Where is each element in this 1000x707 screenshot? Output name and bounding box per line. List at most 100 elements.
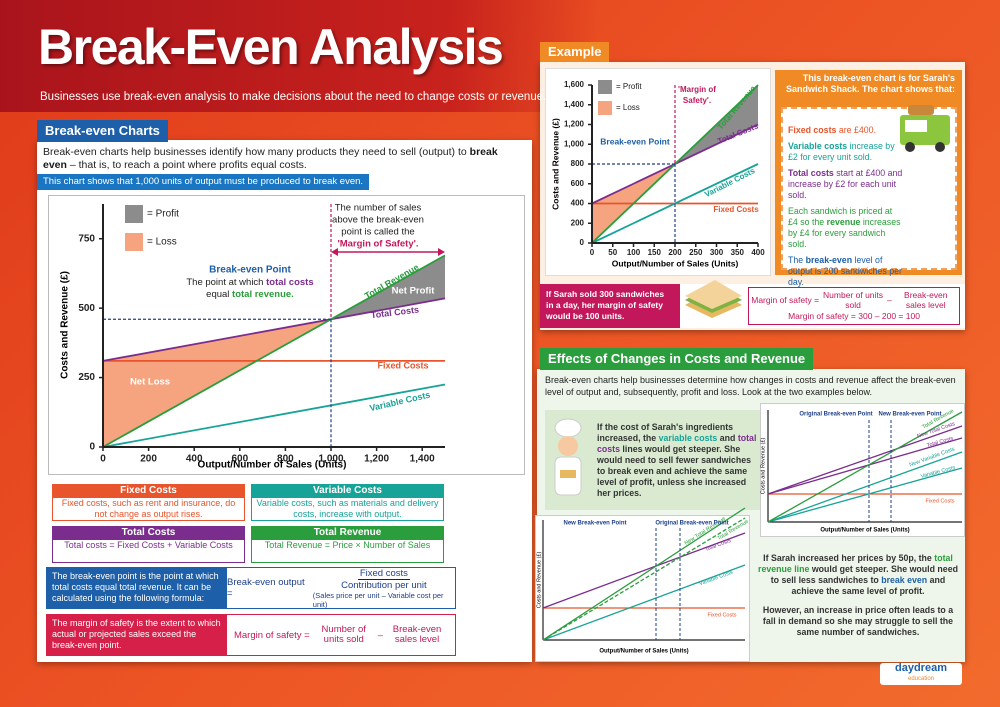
emphasis: Variable costs	[788, 141, 848, 151]
series-line	[102, 254, 446, 448]
emphasis: total revenue.	[232, 289, 294, 300]
y-tick-label: 1,400	[564, 100, 585, 109]
legend-swatch	[125, 205, 143, 223]
line	[542, 517, 746, 641]
formula: Margin of safety = Number of units sold …	[227, 615, 455, 655]
text-run: Break-even charts help businesses identi…	[43, 146, 470, 158]
case2: If Sarah increased her prices by 50p, th…	[757, 553, 959, 646]
fraction: Fixed costs Contribution per unit (Sales…	[313, 568, 455, 609]
y-tick-label: 750	[78, 233, 95, 244]
annotation: 'Margin of	[678, 85, 716, 94]
calculation: Margin of safety = 300 – 200 = 100	[788, 311, 920, 321]
label: Variable Costs	[699, 569, 735, 587]
food-truck-icon	[900, 105, 950, 152]
emphasis: break even	[43, 146, 498, 171]
definition-title: Total Costs	[52, 526, 245, 540]
text-run: The	[788, 255, 806, 265]
subtitle: Businesses use break-even analysis to ma…	[40, 91, 547, 103]
x-tick-label: 350	[731, 248, 745, 257]
annotation: The number of sales	[335, 203, 422, 214]
x-tick-label: 100	[627, 248, 641, 257]
x-tick-label: 300	[710, 248, 724, 257]
annotation: Break-even Point	[209, 265, 291, 276]
emphasis: total costs	[597, 433, 757, 454]
y-tick-label: 0	[580, 238, 585, 247]
section-heading: Break-even Charts	[37, 120, 168, 142]
y-tick-label: 250	[78, 372, 95, 383]
note: This chart shows that 1,000 units of out…	[37, 174, 369, 190]
axis-label: Costs and Revenue (£)	[536, 552, 542, 609]
line	[767, 425, 963, 495]
text-run: lines would get steeper. She would need …	[597, 444, 751, 498]
definition-title: Variable Costs	[251, 484, 444, 498]
legend-swatch	[125, 233, 143, 251]
annotation: 'Margin of Safety'.	[337, 239, 418, 250]
intro: Break-even charts help businesses determ…	[545, 375, 956, 397]
y-tick-label: 400	[571, 199, 585, 208]
points: Fixed costs are £400. Variable costs incr…	[788, 125, 903, 293]
text-run: – that is, to reach a point where profit…	[66, 159, 307, 171]
intro: Break-even charts help businesses identi…	[43, 146, 523, 172]
y-tick-label: 1,200	[564, 120, 585, 129]
formula-box: The break-even point is the point at whi…	[46, 567, 456, 609]
formula-lhs: Margin of safety =	[233, 629, 310, 641]
y-tick-label: 1,000	[564, 139, 585, 148]
y-tick-label: 500	[78, 303, 95, 314]
x-axis-label: Output/Number of Sales (Units)	[612, 258, 739, 268]
legend-label: = Profit	[147, 209, 179, 220]
case1: If the cost of Sarah's ingredients incre…	[597, 422, 757, 499]
line	[767, 437, 963, 495]
line	[542, 564, 746, 641]
text-run: equal	[206, 289, 232, 300]
annotation: Break-even Point	[600, 136, 670, 146]
annotation: point is called the	[341, 227, 414, 238]
chart-frame	[48, 195, 525, 475]
line	[767, 411, 963, 523]
legend-label: = Profit	[616, 82, 642, 91]
x-tick-label: 1,400	[410, 454, 435, 465]
annotation: Net Profit	[392, 286, 436, 297]
minus: –	[887, 295, 892, 305]
x-tick-label: 200	[668, 248, 682, 257]
formula-text: The break-even point is the point at whi…	[47, 568, 227, 608]
x-tick-label: 250	[689, 248, 703, 257]
logo-tagline: education	[907, 676, 935, 682]
term: Number of units sold	[321, 624, 366, 645]
x-tick-label: 400	[751, 248, 765, 257]
formula: Break-even output = Fixed costs Contribu…	[227, 568, 455, 609]
x-tick-label: 0	[100, 454, 106, 465]
label: New Break-even Point	[878, 412, 941, 418]
label: New Break-even Point	[563, 521, 626, 527]
emphasis: break-even	[805, 255, 853, 265]
formula: Margin of safety = Number of units sold …	[749, 290, 959, 310]
definitions: Fixed Costs Fixed costs, such as rent and…	[52, 484, 446, 563]
text-run: level of output is 200 sandwiches per da…	[788, 255, 902, 287]
x-tick-label: 150	[648, 248, 662, 257]
title: Break-Even Analysis	[38, 19, 504, 75]
formula-note: (Sales price per unit – Variable cost pe…	[312, 590, 444, 609]
minus: –	[377, 629, 384, 641]
sandwich-icon	[685, 280, 742, 318]
annotation: Safety'.	[683, 96, 711, 105]
text-run: If the cost of Sarah's ingredients incre…	[597, 422, 734, 443]
scenario: If Sarah sold 300 sandwiches in a day, h…	[540, 284, 680, 328]
logo: daydream education	[880, 663, 962, 685]
label: Fixed Costs	[707, 612, 736, 618]
line	[542, 532, 746, 609]
text-run: increase by £2 for every unit sold.	[788, 141, 895, 162]
series-line	[102, 297, 446, 362]
numerator: Fixed costs	[357, 567, 410, 580]
emphasis: total costs	[266, 277, 314, 288]
definition-text: Total costs = Fixed Costs + Variable Cos…	[52, 540, 245, 563]
definition-title: Fixed Costs	[52, 484, 245, 498]
x-tick-label: 200	[140, 454, 157, 465]
annotation: equal total revenue.	[206, 289, 294, 300]
annotation: Net Loss	[130, 377, 170, 388]
point: Total costs start at £400 and increase b…	[788, 168, 903, 201]
section-heading: Effects of Changes in Costs and Revenue	[540, 348, 814, 370]
text-run: Each sandwich is priced at £4 so the	[788, 206, 893, 227]
definition-text: Total Revenue = Price × Number of Sales	[251, 540, 444, 563]
definition-text: Variable costs, such as materials and de…	[251, 498, 444, 521]
x-axis-label: Output/Number of Sales (Units)	[198, 460, 347, 471]
